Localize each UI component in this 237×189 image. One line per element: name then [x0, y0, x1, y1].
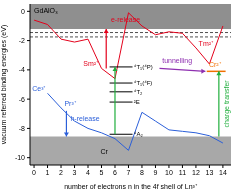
svg-text:12: 12: [192, 169, 200, 176]
svg-text:1: 1: [46, 169, 50, 176]
svg-text:-8: -8: [19, 125, 25, 132]
svg-text:-4: -4: [19, 66, 25, 73]
svg-text:⁴T₁(⁴P): ⁴T₁(⁴P): [134, 64, 153, 70]
svg-text:10: 10: [165, 169, 173, 176]
svg-text:²E: ²E: [134, 99, 140, 105]
svg-text:5: 5: [100, 169, 104, 176]
svg-text:h-release: h-release: [70, 115, 99, 122]
svg-text:9: 9: [154, 169, 158, 176]
svg-text:0: 0: [21, 8, 25, 15]
svg-text:charge transfer: charge transfer: [223, 80, 229, 128]
svg-text:tunnelling: tunnelling: [162, 57, 192, 65]
svg-text:2: 2: [59, 169, 63, 176]
svg-text:Cr²⁺: Cr²⁺: [209, 61, 222, 68]
svg-text:Pr³⁺: Pr³⁺: [64, 100, 76, 107]
svg-text:GdAlO₃: GdAlO₃: [34, 7, 58, 14]
svg-text:0: 0: [32, 169, 36, 176]
svg-text:4: 4: [86, 169, 90, 176]
svg-text:8: 8: [140, 169, 144, 176]
svg-text:Cr: Cr: [100, 148, 108, 155]
svg-text:6: 6: [113, 169, 117, 176]
svg-text:3: 3: [73, 169, 77, 176]
svg-text:Ce³⁺: Ce³⁺: [32, 85, 46, 92]
svg-text:14: 14: [219, 169, 227, 176]
svg-text:⁴T₁(⁴F): ⁴T₁(⁴F): [134, 80, 153, 86]
svg-text:Sm²⁺: Sm²⁺: [83, 60, 99, 67]
svg-text:e-release: e-release: [111, 16, 140, 23]
svg-text:vacuum referred binding energi: vacuum referred binding energies (eV): [8, 25, 9, 144]
svg-text:Tm²⁺: Tm²⁺: [199, 40, 214, 47]
svg-text:13: 13: [206, 169, 214, 176]
svg-text:-6: -6: [19, 96, 25, 103]
svg-text:⁴T₂: ⁴T₂: [134, 89, 143, 95]
svg-text:⁴A₂: ⁴A₂: [134, 131, 144, 137]
svg-text:7: 7: [127, 169, 131, 176]
svg-text:-10: -10: [15, 154, 25, 161]
svg-text:number of electrons n in the 4: number of electrons n in the 4f shell of…: [64, 183, 198, 189]
svg-text:11: 11: [179, 169, 186, 176]
svg-text:-2: -2: [19, 37, 25, 44]
